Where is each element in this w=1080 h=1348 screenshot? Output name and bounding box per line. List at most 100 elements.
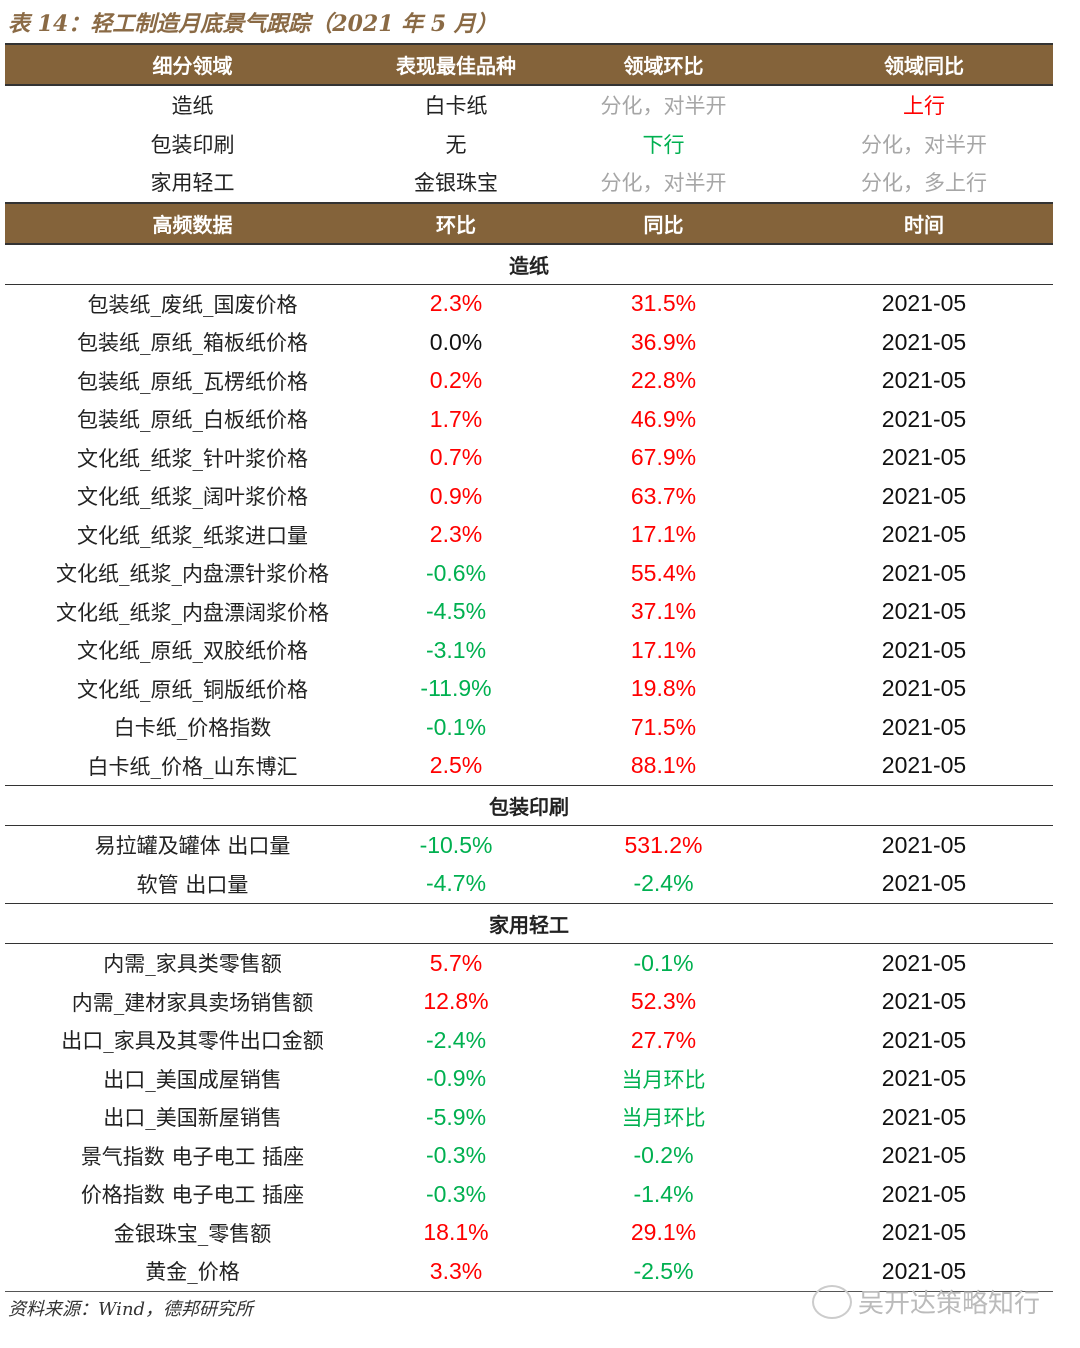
table-row: 白卡纸_价格_山东博汇 2.5% 88.1% 2021-05 — [5, 747, 1053, 786]
table-row: 文化纸_纸浆_内盘漂阔浆价格 -4.5% 37.1% 2021-05 — [5, 593, 1053, 632]
date: 2021-05 — [881, 405, 967, 432]
source-note: 资料来源：Wind，德邦研究所 — [8, 1299, 254, 1320]
yoy-value: 22.8% — [630, 367, 697, 394]
mom-value: 2.3% — [429, 521, 483, 548]
indicator-name: 文化纸_纸浆_纸浆进口量 — [77, 523, 308, 548]
date: 2021-05 — [881, 636, 967, 663]
indicator-name: 出口_美国成屋销售 — [103, 1067, 282, 1092]
table-row: 包装纸_原纸_瓦楞纸价格 0.2% 22.8% 2021-05 — [5, 362, 1053, 401]
table-row: 内需_家具类零售额 5.7% -0.1% 2021-05 — [5, 944, 1053, 983]
mom-value: -5.9% — [425, 1103, 487, 1130]
summary-cell: 分化，对半开 — [861, 132, 987, 157]
yoy-value: -2.5% — [633, 1257, 694, 1284]
mom-value: 0.0% — [429, 328, 483, 355]
indicator-name: 文化纸_原纸_双胶纸价格 — [77, 639, 308, 664]
indicator-name: 内需_家具类零售额 — [103, 952, 282, 977]
indicator-name: 出口_家具及其零件出口金额 — [61, 1029, 324, 1054]
date: 2021-05 — [881, 482, 967, 509]
table-row: 金银珠宝_零售额 18.1% 29.1% 2021-05 — [5, 1214, 1053, 1253]
indicator-name: 价格指数 电子电工 插座 — [80, 1183, 305, 1208]
column-header: 表现最佳品种 — [380, 44, 532, 85]
watermark-text: 吴开达策略知行 — [858, 1289, 1041, 1319]
table-row: 出口_家具及其零件出口金额 -2.4% 27.7% 2021-05 — [5, 1021, 1053, 1060]
table-title: 表 14：轻工制造月底景气跟踪（2021 年 5 月） — [8, 11, 498, 37]
indicator-name: 文化纸_纸浆_内盘漂针浆价格 — [56, 562, 329, 587]
section-header: 家用轻工 — [5, 903, 1053, 944]
indicator-name: 易拉罐及罐体 出口量 — [94, 834, 291, 859]
detail-header: 高频数据 环比 同比 时间 — [5, 202, 1053, 244]
section-header: 造纸 — [5, 243, 1053, 284]
indicator-name: 文化纸_纸浆_阔叶浆价格 — [77, 485, 308, 510]
yoy-value: 27.7% — [630, 1026, 697, 1053]
column-header: 领域环比 — [532, 44, 795, 85]
date: 2021-05 — [881, 949, 967, 976]
yoy-value: 531.2% — [624, 831, 703, 858]
section-title: 造纸 — [509, 253, 549, 278]
summary-header: 细分领域 表现最佳品种 领域环比 领域同比 — [5, 44, 1053, 85]
summary-cell: 分化，对半开 — [600, 171, 727, 196]
table-row: 文化纸_纸浆_阔叶浆价格 0.9% 63.7% 2021-05 — [5, 477, 1053, 516]
yoy-value: 19.8% — [630, 675, 697, 702]
yoy-value: 36.9% — [630, 328, 697, 355]
indicator-name: 文化纸_原纸_铜版纸价格 — [77, 677, 308, 702]
mom-value: 0.9% — [429, 482, 483, 509]
mom-value: 0.7% — [429, 444, 483, 471]
mom-value: 2.5% — [429, 752, 483, 779]
mom-value: 5.7% — [429, 949, 483, 976]
table-row: 包装纸_原纸_箱板纸价格 0.0% 36.9% 2021-05 — [5, 323, 1053, 362]
indicator-name: 出口_美国新屋销售 — [103, 1106, 282, 1131]
mom-value: -0.6% — [425, 559, 487, 586]
summary-row: 家用轻工 金银珠宝 分化，对半开 分化，多上行 — [5, 163, 1053, 203]
table-row: 文化纸_纸浆_针叶浆价格 0.7% 67.9% 2021-05 — [5, 439, 1053, 478]
yoy-value: 17.1% — [630, 521, 697, 548]
table-row: 黄金_价格 3.3% -2.5% 2021-05 — [5, 1252, 1053, 1291]
wechat-icon — [812, 1284, 852, 1319]
summary-cell: 无 — [445, 132, 467, 157]
mom-value: -3.1% — [425, 636, 487, 663]
mom-value: 3.3% — [429, 1257, 483, 1284]
yoy-value: 17.1% — [630, 636, 697, 663]
summary-cell: 分化，多上行 — [861, 171, 987, 196]
yoy-value: 37.1% — [630, 598, 697, 625]
table-row: 文化纸_纸浆_内盘漂针浆价格 -0.6% 55.4% 2021-05 — [5, 554, 1053, 593]
yoy-value: 67.9% — [630, 444, 697, 471]
watermark: 吴开达策略知行 — [812, 1283, 1040, 1320]
date: 2021-05 — [881, 870, 967, 897]
summary-row: 包装印刷 无 下行 分化，对半开 — [5, 125, 1053, 164]
column-header: 同比 — [532, 202, 795, 244]
summary-cell: 家用轻工 — [150, 171, 235, 196]
yoy-value: -1.4% — [633, 1180, 694, 1207]
yoy-value: 当月环比 — [621, 1106, 706, 1131]
table-row: 白卡纸_价格指数 -0.1% 71.5% 2021-05 — [5, 708, 1053, 747]
date: 2021-05 — [881, 1257, 967, 1284]
date: 2021-05 — [881, 559, 967, 586]
yoy-value: 当月环比 — [621, 1067, 706, 1092]
mom-value: 0.2% — [429, 367, 483, 394]
date: 2021-05 — [881, 988, 967, 1015]
table-row: 软管 出口量 -4.7% -2.4% 2021-05 — [5, 865, 1053, 904]
date: 2021-05 — [881, 713, 967, 740]
table-row: 易拉罐及罐体 出口量 -10.5% 531.2% 2021-05 — [5, 826, 1053, 865]
summary-cell: 造纸 — [171, 94, 214, 119]
table-row: 内需_建材家具卖场销售额 12.8% 52.3% 2021-05 — [5, 983, 1053, 1022]
mom-value: -0.3% — [425, 1142, 487, 1169]
yoy-value: -0.1% — [633, 949, 694, 976]
date: 2021-05 — [881, 831, 967, 858]
date: 2021-05 — [881, 1180, 967, 1207]
indicator-name: 内需_建材家具卖场销售额 — [71, 990, 314, 1015]
date: 2021-05 — [881, 367, 967, 394]
yoy-value: 88.1% — [630, 752, 697, 779]
yoy-value: 29.1% — [630, 1219, 697, 1246]
date: 2021-05 — [881, 1103, 967, 1130]
yoy-value: -2.4% — [633, 870, 694, 897]
column-header: 细分领域 — [5, 44, 380, 85]
section-title: 家用轻工 — [489, 913, 569, 937]
mom-value: -11.9% — [420, 675, 492, 702]
summary-cell: 包装印刷 — [150, 132, 235, 157]
yoy-value: 31.5% — [630, 290, 697, 317]
date: 2021-05 — [881, 521, 967, 548]
column-header: 领域同比 — [795, 44, 1053, 85]
table-row: 文化纸_原纸_双胶纸价格 -3.1% 17.1% 2021-05 — [5, 631, 1053, 670]
mom-value: 12.8% — [423, 988, 489, 1015]
table-row: 景气指数 电子电工 插座 -0.3% -0.2% 2021-05 — [5, 1137, 1053, 1176]
